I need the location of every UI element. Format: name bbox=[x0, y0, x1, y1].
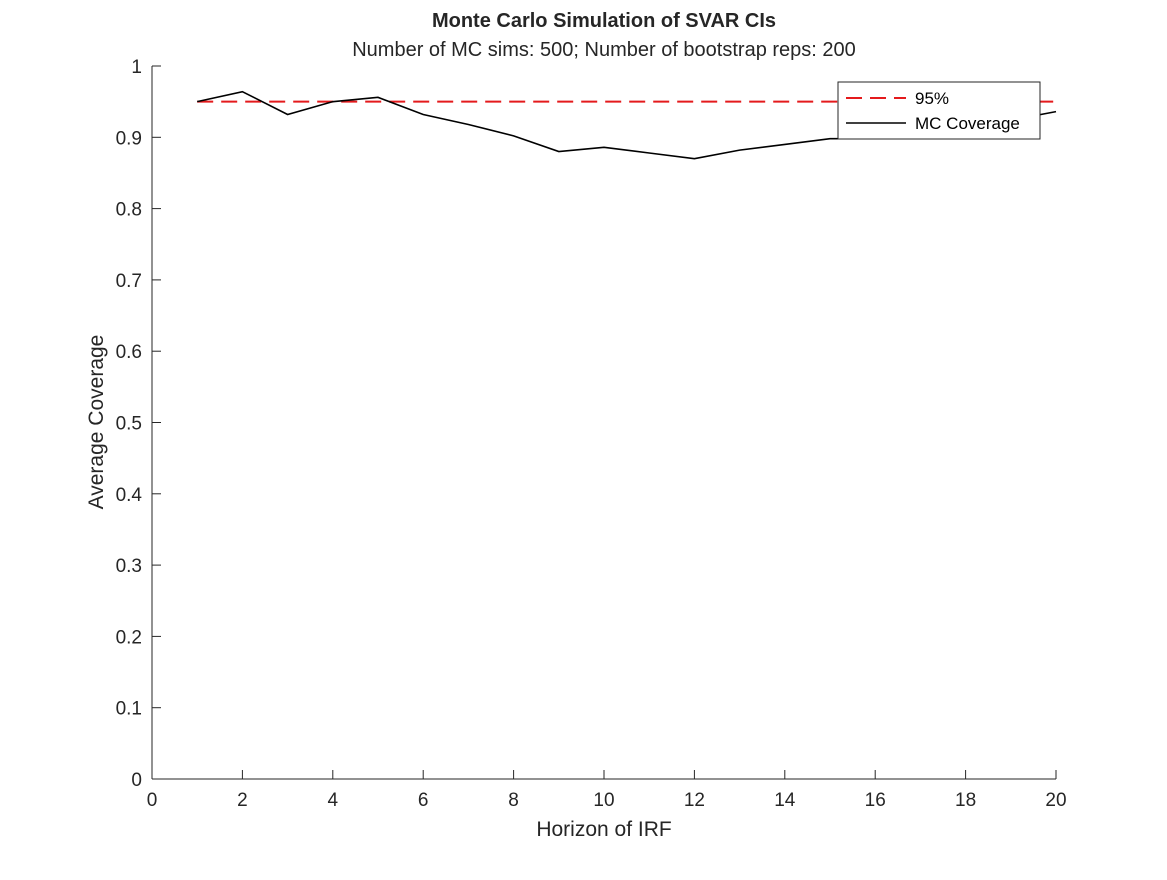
y-tick-label: 0.6 bbox=[116, 342, 142, 363]
y-tick-label: 1 bbox=[131, 57, 142, 78]
x-tick-label: 14 bbox=[774, 790, 796, 811]
y-tick-label: 0.2 bbox=[116, 627, 142, 648]
x-tick-label: 20 bbox=[1045, 790, 1066, 811]
x-tick-label: 8 bbox=[508, 790, 519, 811]
x-tick-label: 0 bbox=[147, 790, 158, 811]
legend-label: MC Coverage bbox=[915, 114, 1020, 133]
x-tick-label: 16 bbox=[865, 790, 886, 811]
y-tick-label: 0.4 bbox=[116, 485, 143, 506]
y-tick-label: 0.5 bbox=[116, 414, 142, 435]
x-tick-label: 4 bbox=[328, 790, 339, 811]
chart-subtitle: Number of MC sims: 500; Number of bootst… bbox=[352, 39, 856, 61]
legend-label: 95% bbox=[915, 89, 949, 108]
x-tick-label: 10 bbox=[593, 790, 614, 811]
y-tick-label: 0.1 bbox=[116, 699, 142, 720]
chart-title: Monte Carlo Simulation of SVAR CIs bbox=[432, 10, 776, 32]
y-tick-label: 0 bbox=[131, 770, 142, 791]
x-tick-label: 6 bbox=[418, 790, 429, 811]
legend: 95% MC Coverage bbox=[837, 81, 1041, 140]
x-axis-label: Horizon of IRF bbox=[536, 818, 671, 841]
x-tick-label: 18 bbox=[955, 790, 976, 811]
y-axis-label: Average Coverage bbox=[85, 335, 108, 510]
legend-box bbox=[837, 81, 1041, 140]
x-tick-label: 2 bbox=[237, 790, 248, 811]
axes: 0 2 4 6 8 10 12 14 16 18 20 0 0.1 0.2 0.3 0.4 0.5 0.6 0.7 0… bbox=[116, 57, 1067, 811]
y-tick-label: 0.9 bbox=[116, 128, 142, 149]
y-tick-label: 0.8 bbox=[116, 200, 142, 221]
y-tick-label: 0.3 bbox=[116, 556, 142, 577]
y-tick-label: 0.7 bbox=[116, 271, 142, 292]
x-tick-label: 12 bbox=[684, 790, 705, 811]
